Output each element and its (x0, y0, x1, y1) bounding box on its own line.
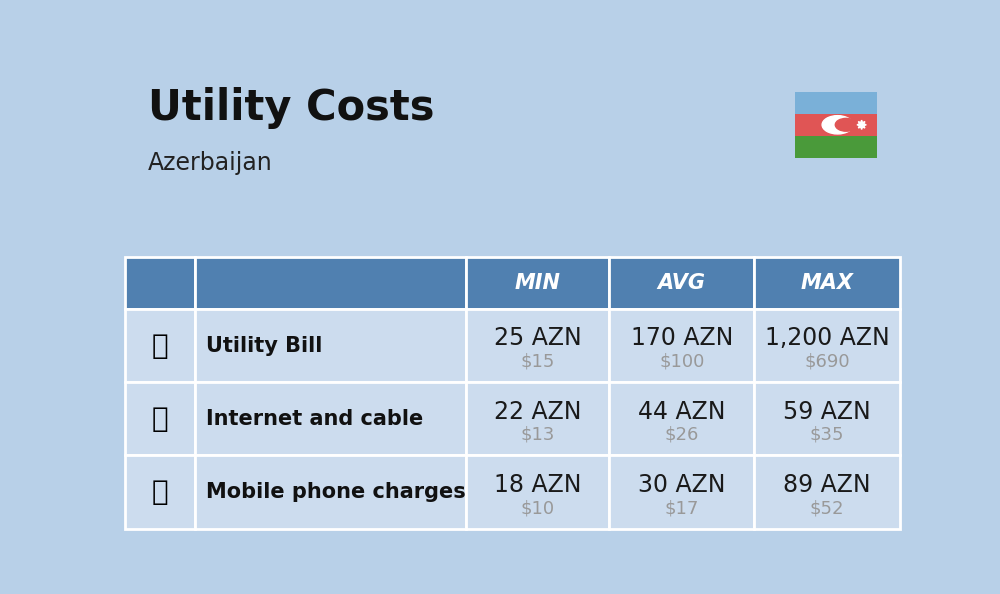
Text: 25 AZN: 25 AZN (494, 326, 582, 350)
FancyBboxPatch shape (466, 257, 609, 309)
Text: 📱: 📱 (152, 478, 168, 506)
Text: $690: $690 (804, 353, 850, 371)
FancyBboxPatch shape (125, 383, 195, 456)
FancyBboxPatch shape (609, 257, 754, 309)
FancyBboxPatch shape (125, 456, 195, 529)
FancyBboxPatch shape (795, 92, 877, 114)
Text: $13: $13 (520, 426, 555, 444)
Text: 59 AZN: 59 AZN (783, 400, 871, 424)
FancyBboxPatch shape (609, 383, 754, 456)
Text: 44 AZN: 44 AZN (638, 400, 726, 424)
FancyBboxPatch shape (195, 257, 466, 309)
Text: 89 AZN: 89 AZN (783, 473, 871, 497)
Text: $100: $100 (659, 353, 705, 371)
Text: $17: $17 (665, 499, 699, 517)
FancyBboxPatch shape (609, 456, 754, 529)
Text: $10: $10 (521, 499, 555, 517)
Text: $15: $15 (520, 353, 555, 371)
Text: Utility Costs: Utility Costs (148, 87, 435, 129)
Text: MAX: MAX (801, 273, 854, 293)
FancyBboxPatch shape (125, 309, 195, 383)
Text: 🔧: 🔧 (152, 331, 168, 360)
Text: 1,200 AZN: 1,200 AZN (765, 326, 890, 350)
FancyBboxPatch shape (195, 309, 466, 383)
FancyBboxPatch shape (125, 257, 195, 309)
Text: $35: $35 (810, 426, 844, 444)
Text: Azerbaijan: Azerbaijan (148, 151, 273, 175)
Circle shape (822, 116, 853, 134)
Text: Utility Bill: Utility Bill (206, 336, 323, 356)
FancyBboxPatch shape (195, 383, 466, 456)
Text: 170 AZN: 170 AZN (631, 326, 733, 350)
FancyBboxPatch shape (795, 114, 877, 136)
FancyBboxPatch shape (795, 136, 877, 158)
FancyBboxPatch shape (466, 309, 609, 383)
FancyBboxPatch shape (754, 309, 900, 383)
FancyBboxPatch shape (466, 383, 609, 456)
Text: Mobile phone charges: Mobile phone charges (206, 482, 466, 502)
Text: 18 AZN: 18 AZN (494, 473, 581, 497)
Text: AVG: AVG (658, 273, 706, 293)
Text: $26: $26 (665, 426, 699, 444)
Text: $52: $52 (810, 499, 844, 517)
Text: 📶: 📶 (152, 405, 168, 433)
FancyBboxPatch shape (466, 456, 609, 529)
FancyBboxPatch shape (754, 257, 900, 309)
FancyBboxPatch shape (609, 309, 754, 383)
FancyBboxPatch shape (754, 456, 900, 529)
Text: MIN: MIN (515, 273, 561, 293)
Text: 30 AZN: 30 AZN (638, 473, 726, 497)
FancyBboxPatch shape (195, 456, 466, 529)
Circle shape (835, 118, 857, 131)
Text: Internet and cable: Internet and cable (206, 409, 424, 429)
Text: 22 AZN: 22 AZN (494, 400, 581, 424)
FancyBboxPatch shape (754, 383, 900, 456)
Polygon shape (857, 120, 866, 129)
